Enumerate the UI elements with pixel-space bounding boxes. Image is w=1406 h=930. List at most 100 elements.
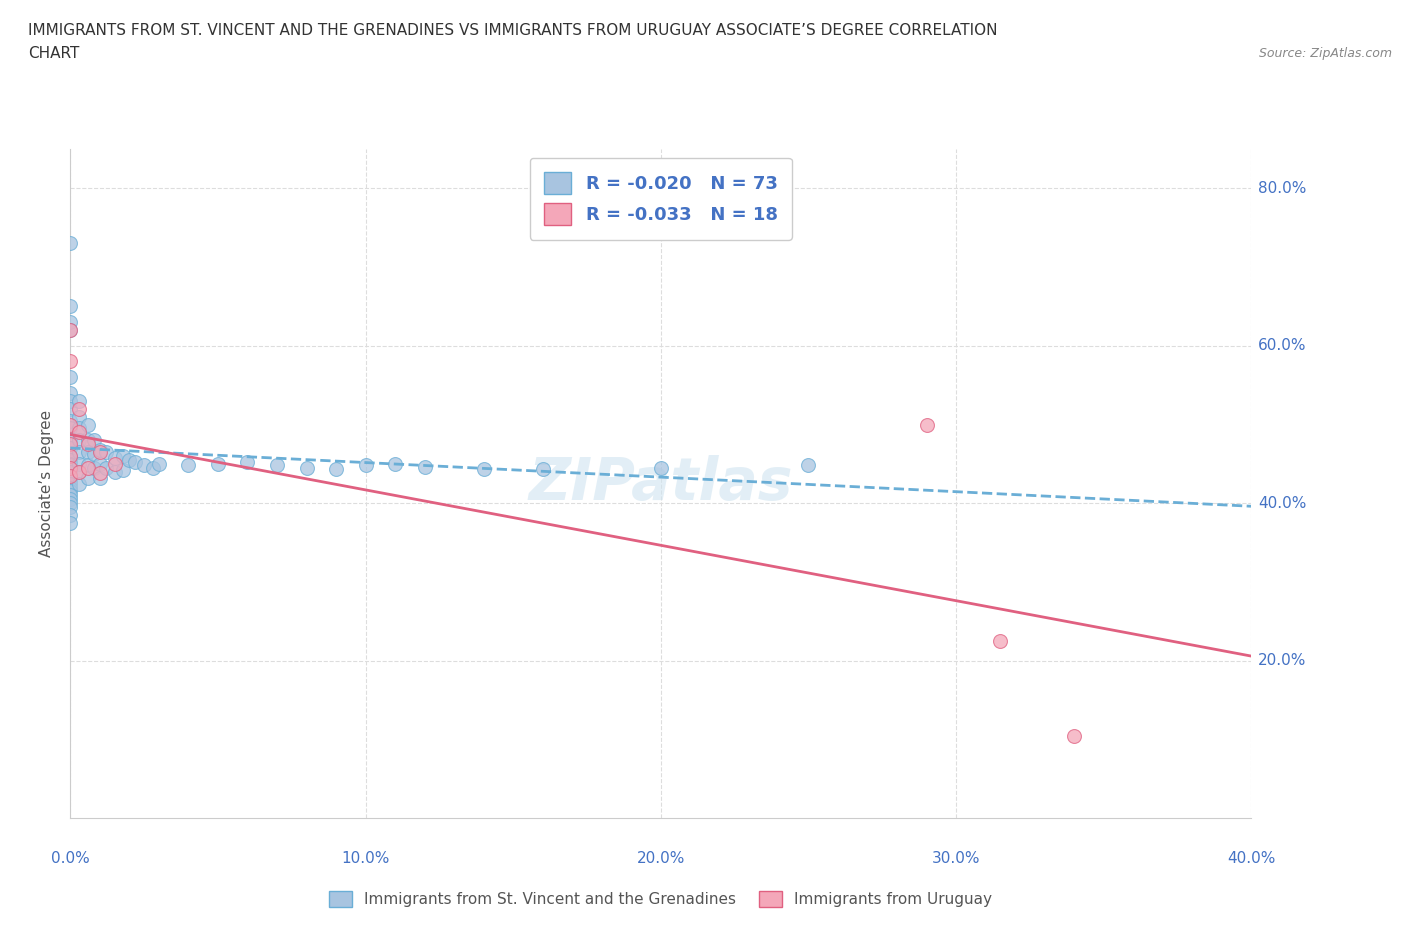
Point: [59, 458, 82, 473]
Point: [104, 457, 127, 472]
Point: [94, 445, 117, 459]
Point: [89, 466, 111, 481]
Point: [915, 417, 938, 432]
Point: [384, 457, 406, 472]
Point: [59, 323, 82, 338]
Point: [77, 471, 100, 485]
Point: [650, 460, 672, 475]
Point: [354, 458, 377, 473]
Text: 40.0%: 40.0%: [1227, 851, 1275, 866]
Text: 10.0%: 10.0%: [342, 851, 389, 866]
Legend: R = -0.020   N = 73, R = -0.033   N = 18: R = -0.020 N = 73, R = -0.033 N = 18: [530, 158, 792, 240]
Point: [112, 463, 135, 478]
Point: [59, 488, 82, 503]
Point: [59, 472, 82, 487]
Point: [67, 425, 90, 440]
Point: [67, 464, 90, 479]
Text: 80.0%: 80.0%: [1258, 180, 1306, 195]
Text: 20.0%: 20.0%: [1258, 654, 1306, 669]
Point: [59, 441, 82, 456]
Point: [59, 386, 82, 401]
Point: [59, 460, 82, 475]
Point: [77, 458, 100, 473]
Point: [59, 299, 82, 313]
Point: [77, 417, 100, 432]
Point: [59, 480, 82, 495]
Point: [413, 459, 436, 474]
Point: [59, 448, 82, 463]
Point: [77, 437, 100, 452]
Point: [89, 443, 111, 458]
Point: [266, 458, 288, 473]
Point: [67, 457, 90, 472]
Point: [118, 453, 141, 468]
Point: [148, 457, 170, 472]
Point: [207, 457, 229, 472]
Point: [94, 460, 117, 475]
Point: [67, 421, 90, 436]
Point: [236, 455, 259, 470]
Point: [67, 476, 90, 491]
Point: [59, 496, 82, 511]
Point: [59, 370, 82, 385]
Point: [89, 445, 111, 459]
Point: [59, 448, 82, 463]
Text: 30.0%: 30.0%: [932, 851, 980, 866]
Text: ZIPatlas: ZIPatlas: [529, 455, 793, 512]
Point: [83, 460, 105, 475]
Point: [1063, 728, 1085, 743]
Text: 40.0%: 40.0%: [1258, 496, 1306, 511]
Point: [59, 236, 82, 251]
Point: [531, 461, 554, 476]
Point: [83, 447, 105, 462]
Point: [990, 633, 1012, 648]
Point: [59, 484, 82, 498]
Point: [59, 393, 82, 408]
Point: [104, 464, 127, 479]
Point: [83, 432, 105, 447]
Legend: Immigrants from St. Vincent and the Grenadines, Immigrants from Uruguay: Immigrants from St. Vincent and the Gren…: [323, 884, 998, 913]
Point: [59, 508, 82, 523]
Point: [59, 476, 82, 491]
Point: [104, 450, 127, 465]
Point: [67, 445, 90, 459]
Point: [124, 455, 146, 470]
Point: [59, 469, 82, 484]
Point: [472, 462, 495, 477]
Point: [59, 323, 82, 338]
Point: [59, 421, 82, 436]
Point: [59, 515, 82, 530]
Text: CHART: CHART: [28, 46, 80, 61]
Point: [295, 460, 318, 475]
Point: [67, 432, 90, 447]
Text: 60.0%: 60.0%: [1258, 339, 1306, 353]
Point: [132, 458, 156, 473]
Point: [59, 499, 82, 514]
Point: [77, 432, 100, 447]
Point: [77, 460, 100, 475]
Point: [67, 393, 90, 408]
Text: Source: ZipAtlas.com: Source: ZipAtlas.com: [1258, 46, 1392, 60]
Point: [59, 402, 82, 417]
Point: [59, 453, 82, 468]
Point: [325, 462, 347, 477]
Point: [59, 464, 82, 479]
Text: IMMIGRANTS FROM ST. VINCENT AND THE GRENADINES VS IMMIGRANTS FROM URUGUAY ASSOCI: IMMIGRANTS FROM ST. VINCENT AND THE GREN…: [28, 23, 998, 38]
Point: [142, 460, 165, 475]
Point: [59, 492, 82, 507]
Point: [59, 469, 82, 484]
Point: [89, 471, 111, 485]
Point: [59, 457, 82, 472]
Point: [112, 448, 135, 463]
Point: [89, 457, 111, 472]
Y-axis label: Associate’s Degree: Associate’s Degree: [39, 410, 55, 557]
Point: [59, 354, 82, 369]
Point: [797, 458, 820, 473]
Point: [59, 432, 82, 447]
Text: 0.0%: 0.0%: [51, 851, 90, 866]
Point: [67, 409, 90, 424]
Point: [77, 445, 100, 459]
Point: [59, 437, 82, 452]
Point: [67, 464, 90, 479]
Point: [59, 417, 82, 432]
